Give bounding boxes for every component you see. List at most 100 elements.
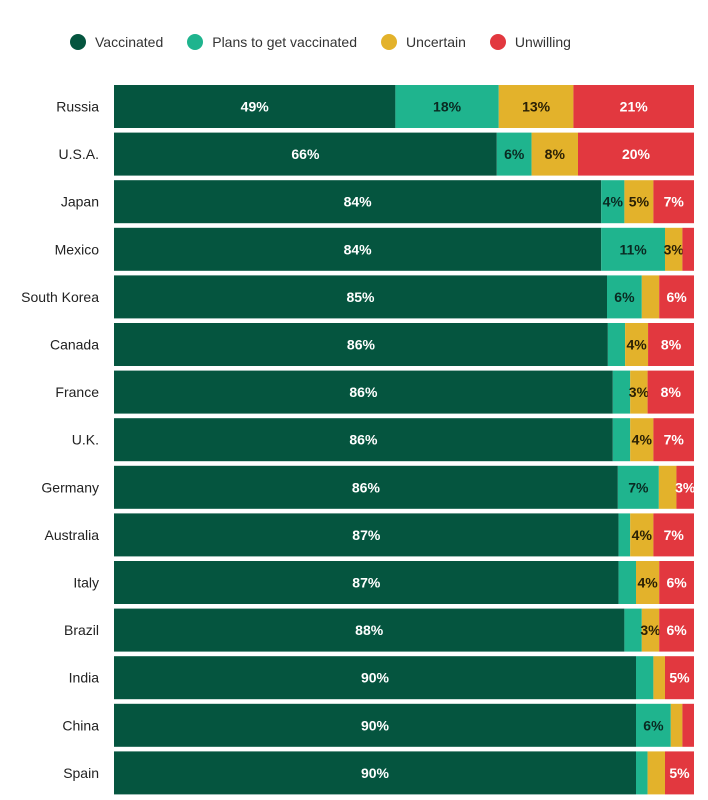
category-label: U.S.A. <box>59 146 99 162</box>
bar-row-u-k: U.K. 86% 4% 7% <box>72 418 694 462</box>
bar-segment-vaccinated <box>114 227 602 271</box>
data-label: 3% <box>640 622 661 638</box>
data-label: 4% <box>632 432 653 448</box>
bar-segment-vaccinated <box>114 751 636 795</box>
bar-segment-unwilling <box>653 180 694 224</box>
bar-segment-vaccinated <box>114 561 619 604</box>
bar-segment-vaccinated <box>114 132 497 176</box>
legend-swatch <box>70 34 86 50</box>
bar-segment-uncertain <box>630 418 654 462</box>
bar-segment-uncertain <box>641 608 660 652</box>
bar-segment-vaccinated <box>114 465 618 509</box>
data-label: 84% <box>344 241 373 257</box>
bar-segment-plans-to-get-vaccinated <box>636 703 671 747</box>
data-label: 6% <box>666 622 687 638</box>
bar-row-germany: Germany 86% 7% 3% <box>41 465 696 509</box>
category-label: Mexico <box>55 241 100 257</box>
bar-segment-plans-to-get-vaccinated <box>601 180 625 224</box>
bar-segment-plans-to-get-vaccinated <box>617 465 659 509</box>
category-label: China <box>62 717 99 733</box>
bar-row-mexico: Mexico 84% 11% 3% <box>55 227 694 271</box>
data-label: 3% <box>629 384 650 400</box>
category-label: Germany <box>41 479 99 495</box>
category-label: South Korea <box>21 289 99 305</box>
bar-segment-uncertain <box>630 370 648 414</box>
data-label: 8% <box>661 384 682 400</box>
data-label: 4% <box>626 337 647 353</box>
data-label: 8% <box>661 337 682 353</box>
bar-segment-uncertain <box>630 513 654 557</box>
data-label: 7% <box>664 527 685 543</box>
category-label: France <box>55 384 99 400</box>
data-label: 88% <box>355 622 384 638</box>
bar-segment-plans-to-get-vaccinated <box>496 132 532 176</box>
data-label: 5% <box>669 765 690 781</box>
bar-row-india: India 90% 5% <box>69 656 694 700</box>
data-label: 7% <box>664 432 685 448</box>
data-label: 7% <box>664 194 685 210</box>
data-label: 86% <box>349 384 378 400</box>
bar-segment-unwilling <box>659 608 694 652</box>
bar-segment-unwilling <box>659 275 694 319</box>
category-label: Australia <box>45 527 100 543</box>
data-label: 3% <box>675 479 696 495</box>
bar-row-canada: Canada 86% 4% 8% <box>50 323 694 366</box>
bar-segment-uncertain <box>636 561 660 604</box>
category-label: Canada <box>50 337 99 353</box>
data-label: 5% <box>629 194 650 210</box>
data-label: 13% <box>522 99 551 115</box>
data-label: 8% <box>545 146 566 162</box>
bar-segment-uncertain <box>665 227 683 271</box>
data-label: 21% <box>620 99 649 115</box>
bar-segment-plans-to-get-vaccinated <box>618 561 636 604</box>
data-label: 6% <box>614 289 635 305</box>
bar-segment-unwilling <box>653 513 694 557</box>
bar-segment-unwilling <box>578 132 694 176</box>
bar-segment-uncertain <box>624 180 654 224</box>
bar-row-brazil: Brazil 88% 3% 6% <box>64 608 694 652</box>
bar-segment-plans-to-get-vaccinated <box>612 370 631 414</box>
bar-segment-unwilling <box>659 561 694 604</box>
category-label: India <box>69 670 100 686</box>
bar-segment-uncertain <box>641 275 660 319</box>
bar-segment-plans-to-get-vaccinated <box>612 418 631 462</box>
data-label: 20% <box>622 146 651 162</box>
bar-segment-plans-to-get-vaccinated <box>395 85 499 128</box>
category-label: Italy <box>73 575 99 591</box>
bar-row-spain: Spain 90% 5% <box>63 751 694 795</box>
data-label: 11% <box>619 241 647 257</box>
data-label: 87% <box>352 575 381 591</box>
data-label: 84% <box>344 194 373 210</box>
bar-segment-plans-to-get-vaccinated <box>636 656 654 700</box>
bar-row-china: China 90% 6% <box>62 703 694 747</box>
bar-segment-vaccinated <box>114 180 602 224</box>
bar-row-russia: Russia 49% 18% 13% 21% <box>56 85 694 128</box>
bar-row-australia: Australia 87% 4% 7% <box>45 513 694 557</box>
bar-segment-vaccinated <box>114 703 636 747</box>
category-label: Russia <box>56 99 99 115</box>
bar-segment-plans-to-get-vaccinated <box>601 227 665 271</box>
bar-segment-uncertain <box>658 465 677 509</box>
bar-segment-vaccinated <box>114 323 608 366</box>
bar-row-japan: Japan 84% 4% 5% 7% <box>61 180 694 224</box>
bar-segment-uncertain <box>653 656 665 700</box>
bar-segment-unwilling <box>665 656 694 700</box>
bar-segment-uncertain <box>647 751 665 795</box>
data-label: 90% <box>361 670 390 686</box>
category-label: U.K. <box>72 432 99 448</box>
data-label: 6% <box>643 717 664 733</box>
bar-segment-uncertain <box>498 85 574 128</box>
data-label: 3% <box>664 241 685 257</box>
bar-segment-plans-to-get-vaccinated <box>636 751 648 795</box>
bar-row-france: France 86% 3% 8% <box>55 370 694 414</box>
legend-label: Plans to get vaccinated <box>212 34 357 50</box>
data-label: 87% <box>352 527 381 543</box>
data-label: 6% <box>666 289 687 305</box>
bar-row-italy: Italy 87% 4% 6% <box>73 561 694 604</box>
bar-segment-vaccinated <box>114 418 613 462</box>
bar-row-u-s-a: U.S.A. 66% 6% 8% 20% <box>59 132 694 176</box>
bar-segment-unwilling <box>682 227 694 271</box>
data-label: 5% <box>669 670 690 686</box>
